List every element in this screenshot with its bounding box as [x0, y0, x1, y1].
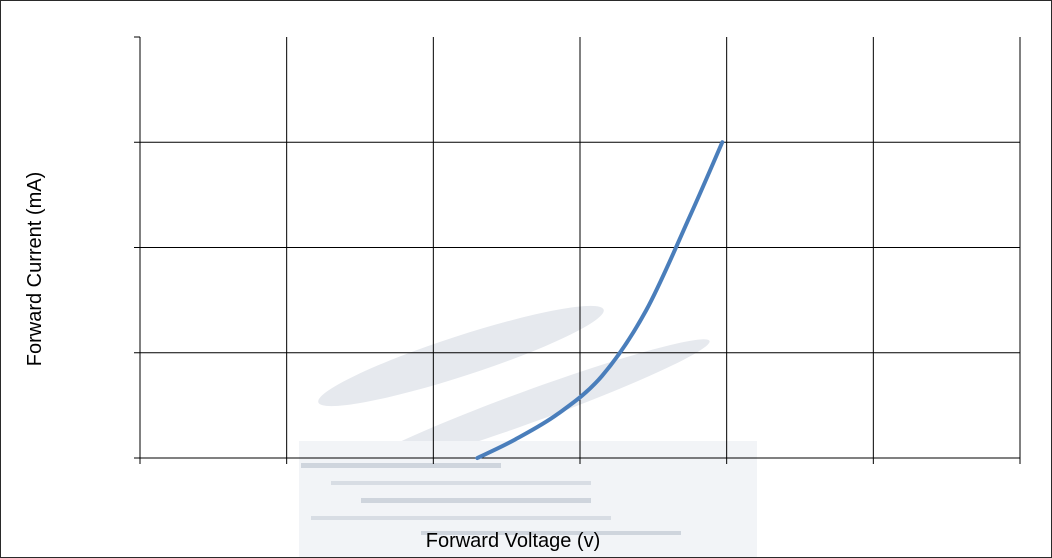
series-line	[475, 140, 725, 460]
grid	[134, 36, 1021, 464]
x-axis-label: Forward Voltage (v)	[426, 530, 601, 552]
series-layer	[475, 140, 725, 460]
y-axis-label: Forward Current (mA)	[24, 172, 46, 366]
watermark-logo	[299, 305, 757, 557]
